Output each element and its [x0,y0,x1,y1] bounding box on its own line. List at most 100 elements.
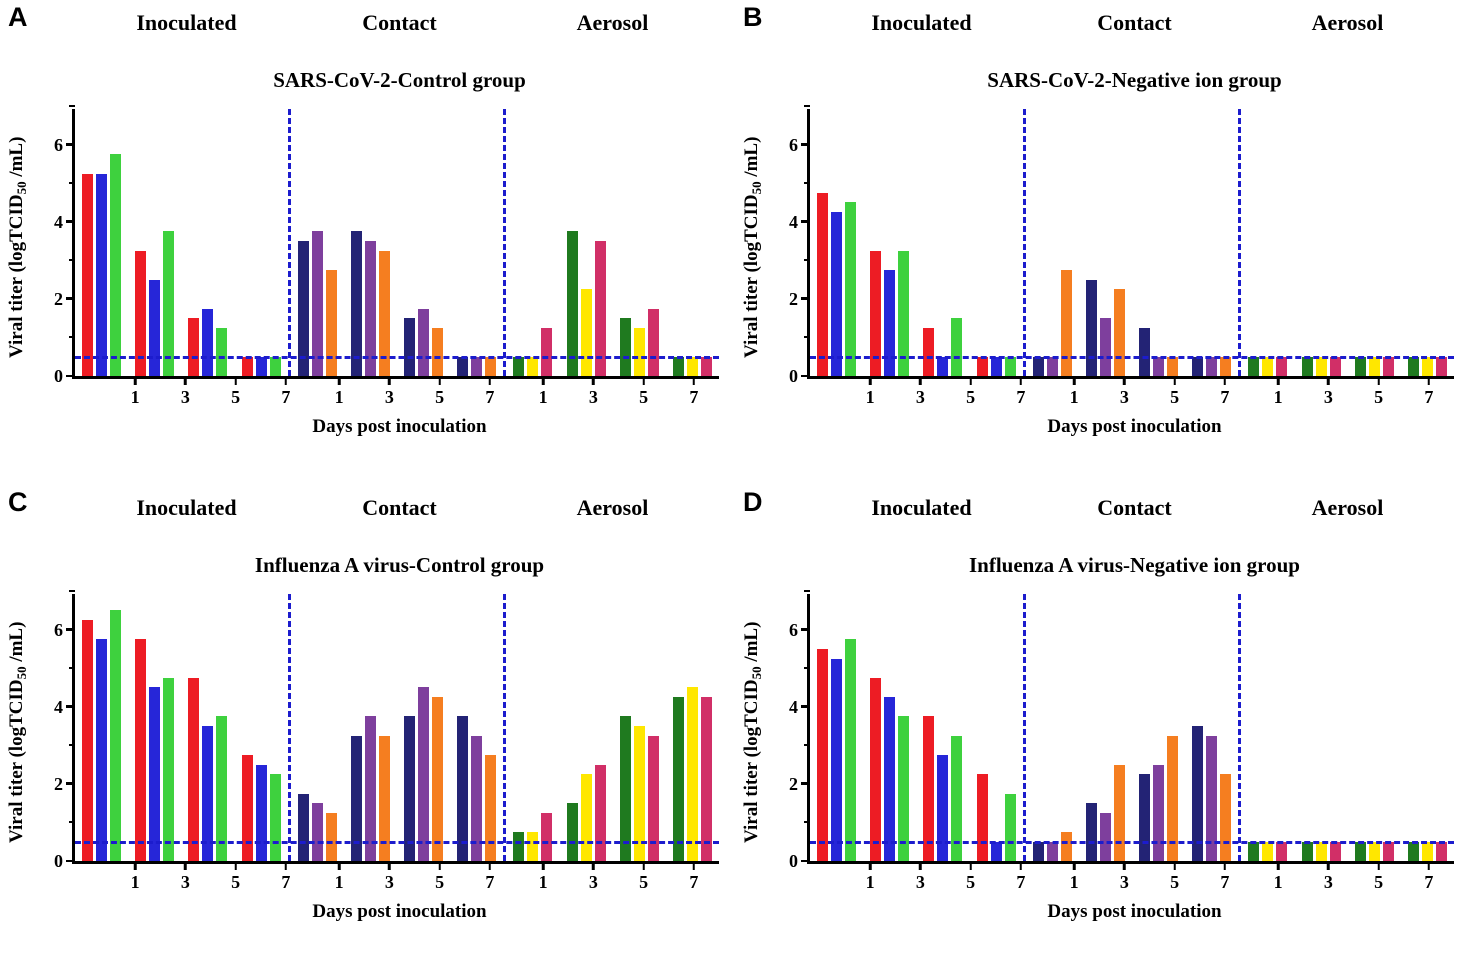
bar [471,735,483,861]
panel-title: Influenza A virus-Control group [254,553,545,577]
y-tick-label: 4 [789,696,798,717]
x-tick-label: 3 [574,379,613,408]
plot-section-contact [291,594,507,861]
day-group [188,677,228,861]
bar [1329,841,1341,861]
y-axis-label: Viral titer (logTCID50 /mL) [741,594,769,870]
y-tick-label: 2 [54,773,63,794]
bar [951,318,963,376]
y-axis-label: Viral titer (logTCID50 /mL) [6,594,34,870]
y-tick [66,628,75,631]
bar [1220,774,1232,861]
day-group [297,793,337,861]
bar [1435,356,1447,376]
day-group [672,687,712,861]
bar [831,212,843,376]
x-tick-label: 7 [1409,379,1448,408]
x-axis-label: Days post inoculation [1047,901,1222,922]
bar [619,318,631,376]
bar [485,356,497,376]
y-tick [66,143,75,146]
day-group [1085,279,1125,376]
column-header-inoculated: Inoculated [871,495,972,520]
bar [350,735,362,861]
bar [566,231,578,376]
bar [1167,735,1179,861]
bar [1329,356,1341,376]
y-tick [801,374,810,377]
day-group [1354,356,1394,376]
y-tick-label: 0 [54,851,63,871]
x-tick-label: 1 [320,379,359,408]
bar [188,318,200,376]
bar [1004,356,1016,376]
day-group [1085,764,1125,861]
x-tick-label: 5 [216,379,255,408]
plot-section-contact [1026,594,1242,861]
bar [1368,841,1380,861]
bar [923,327,935,376]
bar [1368,356,1380,376]
bar [633,726,645,861]
bar [619,716,631,861]
bar [672,697,684,861]
y-tick-label: 4 [54,696,63,717]
y-tick-label: 6 [789,619,798,640]
column-header-aerosol: Aerosol [1311,10,1384,35]
y-tick [69,104,75,107]
x-tick-label: 7 [470,379,509,408]
day-group [1192,726,1232,861]
bar [188,677,200,861]
x-tick-label: 1 [851,379,890,408]
bar [1192,726,1204,861]
y-tick [804,335,810,339]
x-tick-label: 7 [674,864,713,893]
plot-section-inoculated [810,109,1026,376]
plot-section-contact [1026,109,1242,376]
x-tick-label: 7 [470,864,509,893]
plot-section-aerosol [1241,109,1454,376]
column-header-contact: Contact [362,10,437,35]
bar [700,356,712,376]
x-tick-label: 5 [1359,864,1398,893]
x-tick-label: 3 [1309,379,1348,408]
bar [1032,356,1044,376]
day-group [566,231,606,376]
y-tick-label: 0 [789,366,798,386]
bar [297,241,309,376]
day-group [513,327,553,376]
y-tick [804,820,810,824]
bar [163,677,175,861]
bar [541,812,553,861]
bar [1435,841,1447,861]
bar [527,356,539,376]
bar [1153,764,1165,861]
y-tick [801,782,810,785]
x-tick-label: 5 [216,864,255,893]
bar [1099,812,1111,861]
y-tick-label: 6 [54,134,63,155]
bar [216,716,228,861]
x-tick-label: 5 [1359,379,1398,408]
bar [255,764,267,861]
x-tick-label: 1 [320,864,359,893]
bar [135,639,147,861]
x-tick-label: 1 [1259,864,1298,893]
bar [1315,841,1327,861]
y-axis-label-subscript: 50 [748,181,764,195]
y-tick [801,297,810,300]
bar [898,716,910,861]
y-axis-label-subscript: 50 [13,181,29,195]
day-group [1354,841,1394,861]
bar [647,308,659,376]
panel-title: SARS-CoV-2-Negative ion group [987,68,1282,92]
bar [325,812,337,861]
x-tick-label: 1 [524,379,563,408]
plot-area: 0 2 4 6 [54,104,719,386]
y-tick [801,628,810,631]
y-tick [69,589,75,592]
